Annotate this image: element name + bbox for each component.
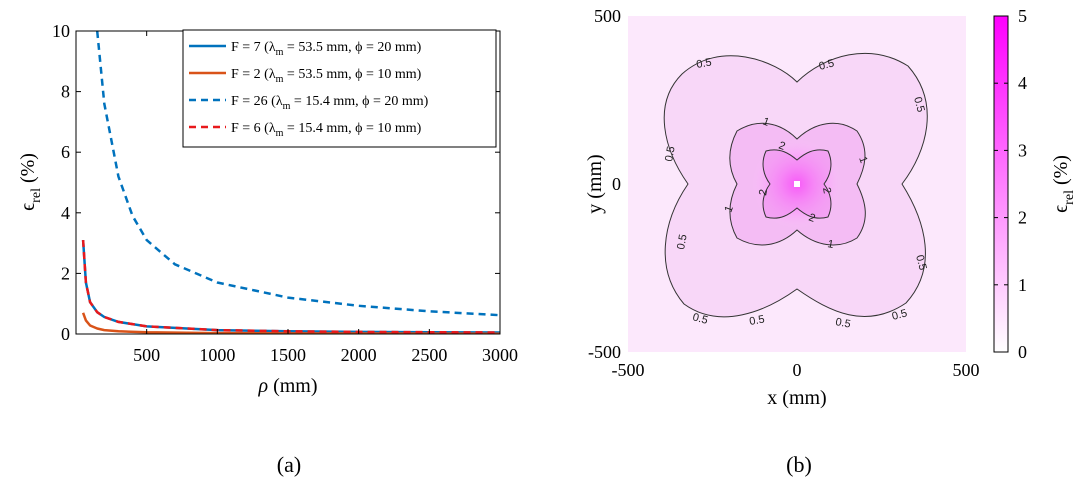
legend-entry: F = 26 (λm = 15.4 mm, ϕ = 20 mm) (231, 94, 429, 112)
x-tick-label: 0 (793, 360, 802, 380)
contour-label: 1 (723, 204, 736, 214)
y-tick-label: 0 (612, 174, 621, 194)
contour-label: 0.5 (748, 313, 765, 327)
contour-label: 0.5 (675, 233, 689, 250)
x-axis-label: x (mm) (767, 387, 826, 409)
y-axis-label: y (mm) (584, 154, 606, 213)
y-tick-label: 500 (594, 6, 621, 26)
colorbar-tick-label: 2 (1018, 208, 1027, 228)
series-line-3 (95, 31, 500, 317)
y-tick-label: 2 (61, 263, 70, 283)
contour-label: 0.5 (695, 56, 712, 70)
contour-label: 0.5 (818, 57, 836, 73)
colorbar-tick-label: 3 (1018, 140, 1027, 160)
contour-label: 0.5 (834, 316, 851, 330)
y-axis-label: ϵrel (%) (17, 153, 44, 211)
contour-line-2 (762, 149, 832, 219)
y-tick-label: 0 (61, 324, 70, 344)
y-tick-label: 10 (52, 21, 70, 41)
x-tick-label: 500 (953, 360, 980, 380)
contour-label: 2 (807, 212, 817, 225)
caption-a: (a) (277, 452, 301, 477)
series-line-1 (81, 240, 500, 334)
y-tick-label: 4 (61, 203, 70, 223)
heatmap-panel: 0.5 0.5 0.5 0.5 0.5 0.5 0.5 0.5 0.5 0.5 … (584, 6, 1077, 477)
x-tick-label: 3000 (482, 345, 518, 365)
legend-entry: F = 2 (λm = 53.5 mm, ϕ = 10 mm) (231, 67, 422, 85)
x-tick-label: -500 (612, 360, 645, 380)
colorbar-tick-label: 4 (1018, 73, 1027, 93)
line-chart-panel: 500 1000 1500 2000 2500 3000 0 2 4 6 8 10 ρ (mm) ϵr… (17, 21, 518, 477)
contour-labels: 0.5 0.5 0.5 0.5 0.5 0.5 0.5 0.5 0.5 0.5 … (663, 56, 929, 330)
contour-label: 2 (757, 188, 770, 196)
center-marker (794, 181, 800, 187)
x-tick-label: 1000 (199, 345, 235, 365)
contour-line-1 (729, 122, 866, 246)
legend-entry: F = 7 (λm = 53.5 mm, ϕ = 20 mm) (231, 40, 422, 58)
colorbar-tick-label: 5 (1018, 6, 1027, 26)
contour-label: 1 (856, 155, 869, 165)
x-axis-label: ρ (mm) (257, 375, 317, 397)
colorbar-label: ϵrel (%) (1050, 155, 1077, 213)
contour-label: 0.5 (891, 307, 909, 323)
legend-entry: F = 6 (λm = 15.4 mm, ϕ = 10 mm) (231, 121, 422, 139)
contour-label: 0.5 (913, 254, 929, 272)
contour-label: 0.5 (663, 145, 677, 162)
contour-label: 2 (777, 140, 787, 153)
x-tick-label: 500 (133, 345, 160, 365)
x-tick-label: 1500 (270, 345, 306, 365)
y-tick-label: -500 (588, 342, 621, 362)
series-line-4 (81, 240, 500, 334)
colorbar: 0 1 2 3 4 5 ϵrel (%) (993, 6, 1077, 362)
legend: F = 7 (λm = 53.5 mm, ϕ = 20 mm) F = 2 (λm… (182, 29, 497, 148)
y-tick-label: 6 (61, 142, 70, 162)
contour-label: 0.5 (911, 96, 927, 114)
contour-line-0-5 (663, 52, 928, 318)
contour-label: 1 (826, 238, 834, 251)
caption-b: (b) (786, 452, 812, 477)
colorbar-gradient (993, 15, 1009, 353)
x-tick-label: 2500 (411, 345, 447, 365)
y-tick-label: 8 (61, 82, 70, 102)
colorbar-tick-label: 1 (1018, 275, 1027, 295)
contour-label: 2 (820, 186, 833, 194)
x-tick-label: 2000 (341, 345, 377, 365)
legend-box (182, 29, 497, 148)
contour-label: 0.5 (691, 311, 709, 327)
contour-label: 1 (761, 116, 771, 129)
colorbar-tick-label: 0 (1018, 342, 1027, 362)
